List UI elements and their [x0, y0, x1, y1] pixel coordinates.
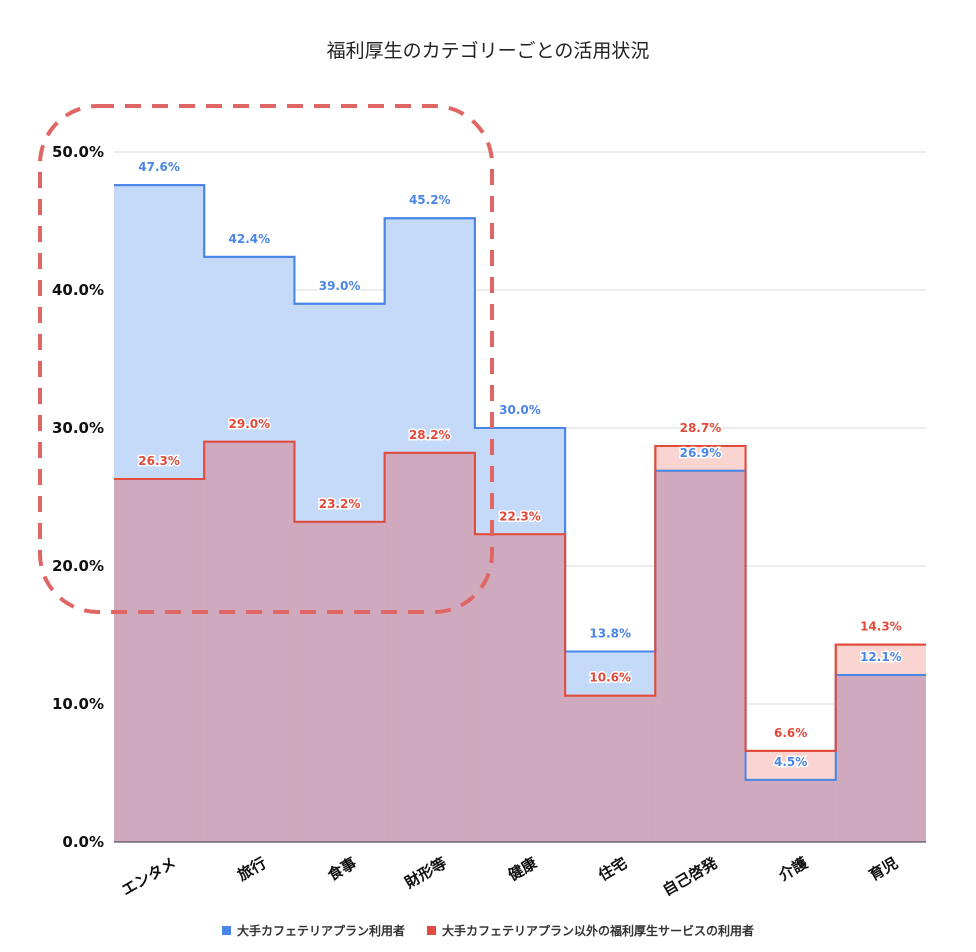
legend-item-red: 大手カフェテリアプラン以外の福利厚生サービスの利用者 — [427, 922, 754, 939]
overlap-bar-3 — [384, 452, 475, 842]
overlap-bar-2 — [294, 521, 385, 842]
data-label-s1-2: 23.2% — [319, 497, 361, 511]
data-label-s0-3: 45.2% — [409, 193, 451, 207]
legend-item-blue: 大手カフェテリアプラン利用者 — [221, 922, 405, 939]
x-axis-ticks: エンタメ 旅行 食事 財形等 健康 住宅 自己啓発 介護 育児 — [119, 853, 901, 899]
data-label-s1-5: 10.6% — [589, 671, 631, 685]
legend: 大手カフェテリアプラン利用者 大手カフェテリアプラン以外の福利厚生サービスの利用… — [0, 922, 976, 939]
data-label-s0-5: 13.8% — [589, 627, 631, 641]
overlap-bar-8 — [835, 675, 926, 842]
series-step-1 — [114, 440, 926, 752]
data-label-s0-1: 42.4% — [229, 232, 271, 246]
data-label-s1-4: 22.3% — [499, 509, 541, 523]
x-tick-label-5: 住宅 — [595, 854, 630, 885]
step-area-chart: 0.0% 10.0% 20.0% 30.0% 40.0% 50.0% エンタメ 旅行 食事 財形… — [38, 104, 926, 899]
series-step-0 — [114, 184, 926, 781]
data-label-s1-3: 28.2% — [409, 428, 451, 442]
data-label-s0-7: 4.5% — [774, 755, 807, 769]
data-label-s1-6: 28.7% — [680, 421, 722, 435]
x-tick-label-1: 旅行 — [234, 854, 269, 885]
data-label-s1-7: 6.6% — [774, 726, 807, 740]
y-tick-label-4: 40.0% — [52, 281, 104, 299]
data-label-s0-0: 47.6% — [138, 160, 180, 174]
y-axis-ticks: 0.0% 10.0% 20.0% 30.0% 40.0% 50.0% — [52, 143, 104, 851]
overlap-bar-4 — [474, 534, 566, 842]
x-tick-label-0: エンタメ — [119, 854, 180, 899]
chart-title: 福利厚生のカテゴリーごとの活用状況 — [326, 40, 650, 62]
y-tick-label-5: 50.0% — [52, 143, 104, 161]
x-tick-label-6: 自己啓発 — [659, 853, 721, 899]
overlap-bar-7 — [745, 779, 836, 842]
data-label-s0-8: 12.1% — [860, 650, 902, 664]
x-tick-label-3: 財形等 — [401, 854, 450, 893]
legend-swatch-blue — [221, 926, 231, 935]
x-tick-label-7: 介護 — [775, 853, 812, 885]
data-label-s0-2: 39.0% — [319, 279, 361, 293]
overlap-bar-6 — [655, 470, 746, 842]
y-tick-label-1: 10.0% — [52, 695, 104, 713]
data-label-s1-1: 29.0% — [229, 417, 271, 431]
series-areas — [114, 184, 926, 843]
data-labels: 47.6% 42.4% 39.0% 45.2% 30.0% 13.8% 26.9% 4.5% 1… — [137, 159, 903, 771]
y-tick-label-3: 30.0% — [52, 419, 104, 437]
x-tick-label-4: 健康 — [505, 853, 541, 884]
overlap-bar-5 — [565, 695, 656, 842]
highlight-dashed-box — [38, 104, 494, 614]
data-label-s0-4: 30.0% — [499, 403, 541, 417]
overlap-bar-1 — [204, 441, 295, 842]
x-tick-label-2: 食事 — [325, 854, 360, 885]
data-label-s1-0: 26.3% — [138, 454, 180, 468]
legend-swatch-red — [427, 926, 436, 935]
legend-label-red: 大手カフェテリアプラン以外の福利厚生サービスの利用者 — [442, 924, 755, 938]
data-label-s1-8: 14.3% — [860, 620, 902, 634]
x-tick-label-8: 育児 — [866, 854, 901, 885]
y-tick-label-0: 0.0% — [62, 833, 104, 851]
legend-label-blue: 大手カフェテリアプラン利用者 — [236, 924, 405, 938]
y-tick-label-2: 20.0% — [52, 557, 104, 575]
overlap-bar-0 — [114, 479, 205, 842]
data-label-s0-6: 26.9% — [680, 446, 722, 460]
